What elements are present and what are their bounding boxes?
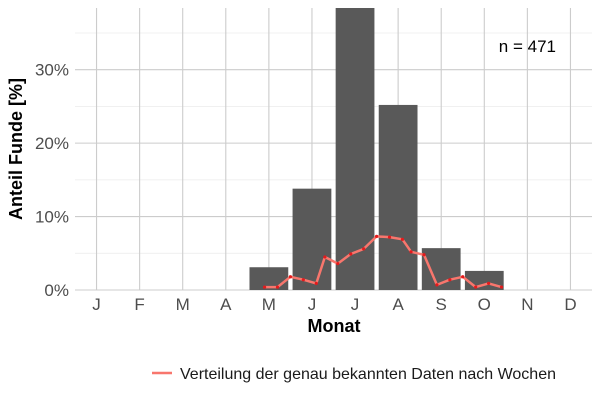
x-tick-label: J <box>308 295 317 314</box>
y-tick-label: 0% <box>44 281 69 300</box>
x-tick-label: M <box>176 295 190 314</box>
bar <box>249 267 289 290</box>
series-point <box>435 283 439 287</box>
bar <box>378 104 418 290</box>
series-point <box>288 275 293 279</box>
x-tick-label: M <box>262 295 276 314</box>
legend: Verteilung der genau bekannten Daten nac… <box>152 366 556 383</box>
series-point <box>349 252 353 256</box>
series-point <box>474 285 478 289</box>
x-tick-label: F <box>134 295 144 314</box>
series-point <box>448 278 452 282</box>
y-tick-label: 10% <box>35 208 69 227</box>
y-axis-title: Anteil Funde [%] <box>6 78 26 220</box>
series-point <box>409 250 413 254</box>
series-point <box>387 235 392 239</box>
x-tick-label: A <box>392 295 404 314</box>
x-tick-label: N <box>521 295 533 314</box>
y-tick-labels: 0% 10% 20% 30% <box>35 61 69 300</box>
bar <box>292 188 332 290</box>
series-point <box>262 285 267 289</box>
x-tick-label: J <box>92 295 101 314</box>
y-tick-label: 30% <box>35 61 69 80</box>
x-tick-label: A <box>220 295 232 314</box>
series-point <box>336 261 340 266</box>
x-tick-label: D <box>564 295 576 314</box>
y-tick-label: 20% <box>35 134 69 153</box>
series-point <box>275 285 280 289</box>
annotation-n: n = 471 <box>499 37 556 56</box>
series-point <box>487 281 491 285</box>
series-point <box>422 253 426 257</box>
bar <box>335 8 375 290</box>
series-point <box>400 237 405 241</box>
series-point <box>499 285 504 289</box>
x-axis-title: Monat <box>308 316 361 336</box>
bars <box>249 8 504 290</box>
series-point <box>374 234 379 238</box>
legend-label: Verteilung der genau bekannten Daten nac… <box>180 366 556 383</box>
x-tick-label: J <box>351 295 360 314</box>
weekly-line <box>262 234 504 289</box>
series-point <box>301 278 305 282</box>
series-point <box>314 281 318 285</box>
series-line <box>264 235 502 289</box>
x-tick-label: O <box>478 295 491 314</box>
series-point <box>461 275 465 279</box>
x-tick-label: S <box>436 295 447 314</box>
series-point <box>362 247 366 251</box>
series-point <box>323 255 327 259</box>
